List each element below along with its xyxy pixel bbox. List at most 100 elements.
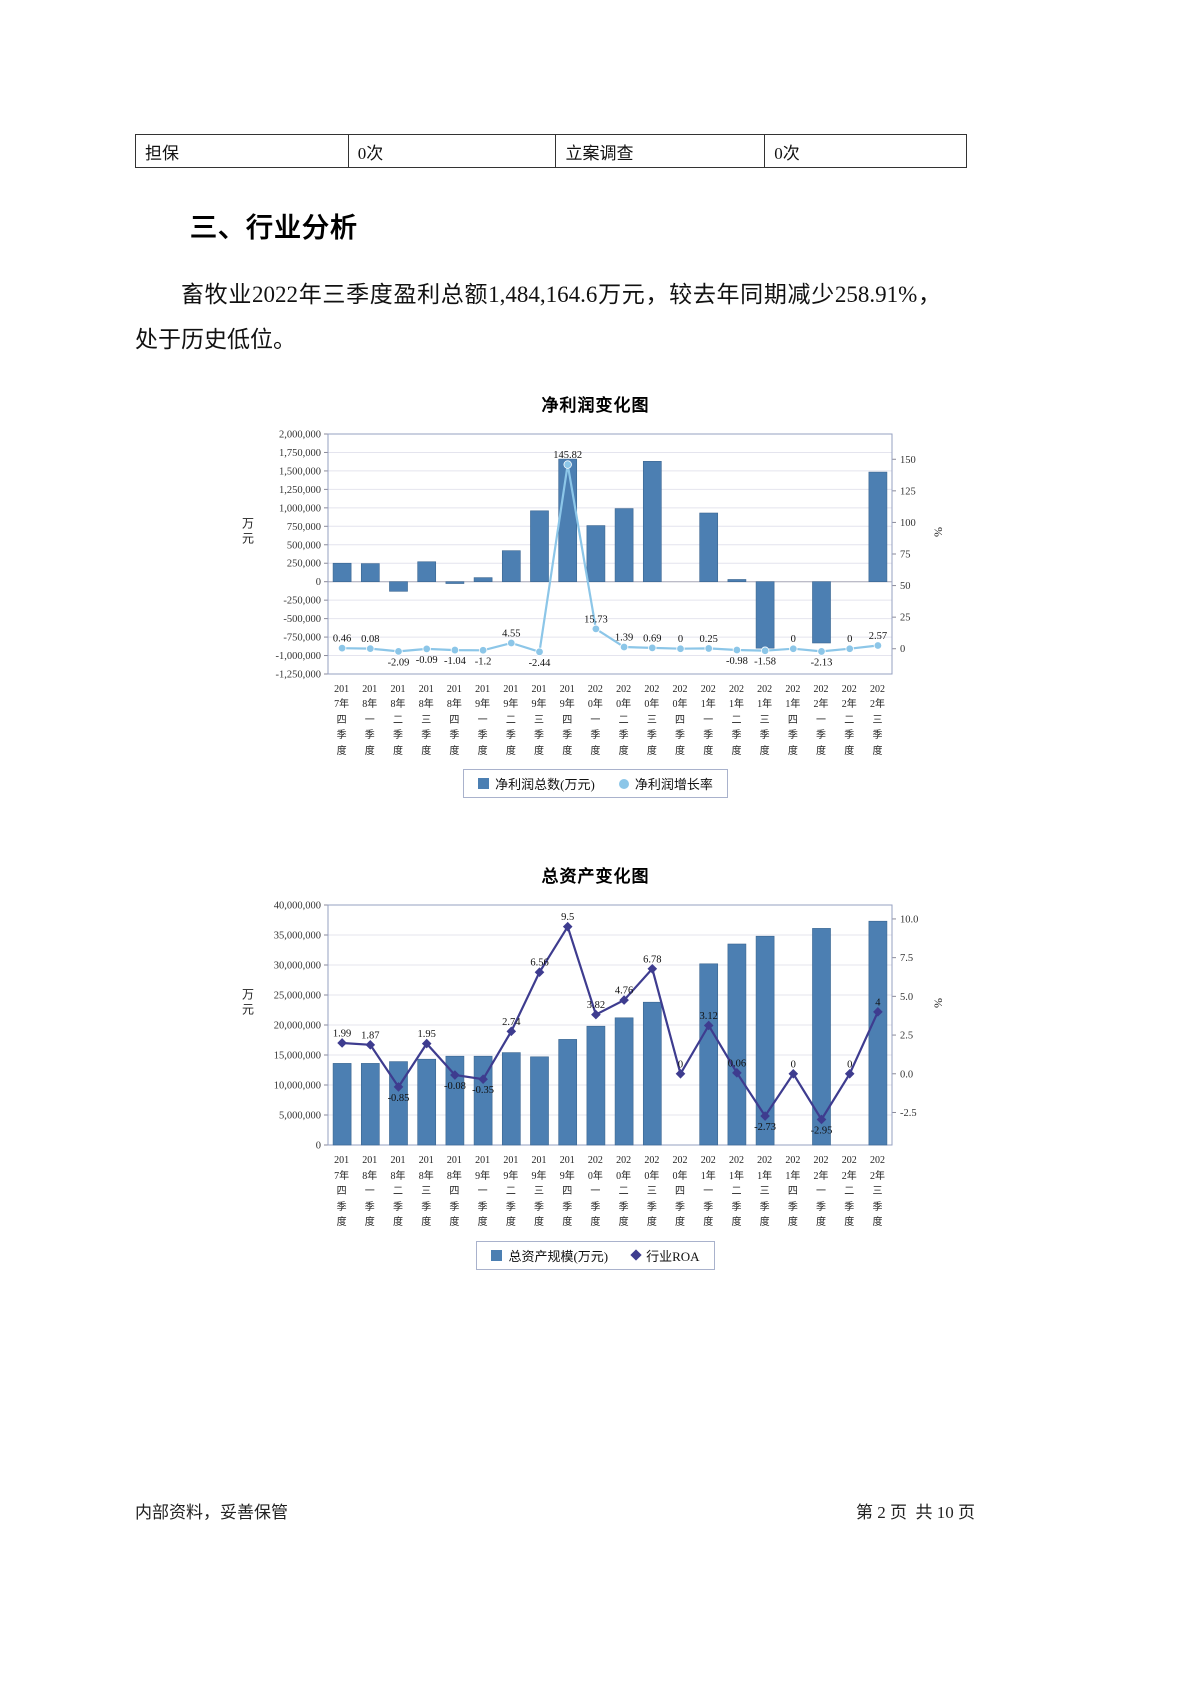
chart-legend: 净利润总数(万元) 净利润增长率 bbox=[463, 769, 728, 799]
bar bbox=[557, 1039, 577, 1146]
x-axis-label: 2022年三季度 bbox=[869, 1155, 885, 1229]
x-axis-slot: 2018年三季度 bbox=[412, 682, 440, 760]
plot-border bbox=[327, 904, 892, 1146]
bar bbox=[614, 1017, 633, 1146]
y-axis-tick-label: 15,000,000 bbox=[273, 1051, 320, 1062]
x-axis-slot: 2019年四季度 bbox=[553, 682, 581, 760]
y-axis-tick-label: 1,000,000 bbox=[279, 503, 321, 514]
y-axis-tick-label: -750,000 bbox=[283, 632, 321, 643]
right-axis-tick-label: 125 bbox=[900, 486, 916, 497]
x-axis-label: 2020年三季度 bbox=[644, 1155, 660, 1229]
data-label: 0.46 bbox=[332, 633, 350, 644]
x-axis-slot: 2019年二季度 bbox=[497, 682, 525, 760]
x-axis-slot: 2018年二季度 bbox=[384, 1153, 412, 1231]
x-axis-slot: 2021年三季度 bbox=[751, 1153, 779, 1231]
bar bbox=[360, 1063, 380, 1146]
legend-label: 净利润总数(万元) bbox=[495, 777, 595, 793]
legend-label: 行业ROA bbox=[646, 1248, 700, 1264]
bar bbox=[614, 507, 633, 582]
bar bbox=[473, 577, 492, 582]
x-axis-labels: 2017年四季度 2018年一季度 2018年二季度 2018年三季度 2018年四季度… bbox=[328, 682, 892, 760]
bar bbox=[529, 510, 549, 582]
x-axis-slot: 2019年四季度 bbox=[553, 1153, 581, 1231]
bar bbox=[868, 921, 887, 1146]
line-point bbox=[759, 1111, 770, 1122]
x-axis-slot: 2018年一季度 bbox=[356, 682, 384, 760]
data-label: 0.08 bbox=[361, 634, 379, 645]
right-axis-tick-label: -2.5 bbox=[900, 1108, 917, 1119]
x-axis-slot: 2021年三季度 bbox=[751, 682, 779, 760]
line-point bbox=[816, 1114, 826, 1125]
legend-line-marker-icon bbox=[618, 778, 629, 789]
x-axis-slot: 2020年四季度 bbox=[666, 1153, 694, 1231]
line-point bbox=[675, 644, 685, 653]
y-axis-tick-label: -1,250,000 bbox=[275, 669, 321, 680]
data-label: 1.99 bbox=[332, 1029, 350, 1040]
line-point bbox=[787, 1069, 798, 1079]
data-label: 1.95 bbox=[417, 1029, 435, 1040]
x-axis-slot: 2021年一季度 bbox=[694, 682, 722, 760]
data-label: 2.74 bbox=[502, 1017, 521, 1028]
data-label: 0 bbox=[790, 1059, 795, 1070]
line-point bbox=[450, 645, 459, 654]
y-axis-tick-label: 0 bbox=[315, 577, 320, 588]
x-axis-slot: 2021年一季度 bbox=[694, 1153, 722, 1231]
bar bbox=[755, 936, 774, 1146]
y-axis-tick-label: 30,000,000 bbox=[273, 961, 320, 972]
x-axis-label: 2021年四季度 bbox=[785, 1155, 801, 1229]
x-axis-label: 2018年二季度 bbox=[390, 1155, 406, 1229]
page-footer: 内部资料，妥善保管 第 2 页 共 10 页 bbox=[135, 1498, 975, 1523]
x-axis-label: 2019年四季度 bbox=[559, 683, 575, 757]
bar bbox=[755, 581, 774, 649]
x-axis-label: 2019年二季度 bbox=[503, 1155, 519, 1229]
x-axis-label: 2021年一季度 bbox=[700, 1155, 716, 1229]
line-point bbox=[788, 644, 797, 653]
y-axis-tick-label: 10,000,000 bbox=[273, 1081, 320, 1092]
x-axis-label: 2021年一季度 bbox=[700, 683, 716, 757]
bar bbox=[642, 1002, 662, 1146]
data-label: 0.06 bbox=[727, 1059, 745, 1070]
x-axis-slot: 2021年四季度 bbox=[779, 682, 807, 760]
x-axis-label: 2020年二季度 bbox=[616, 1155, 632, 1229]
line-point bbox=[534, 647, 544, 656]
net-profit-plot: -1,250,000 -1,000,000 -750,000 -500,000 -250… bbox=[275, 429, 916, 680]
legend-line-marker-icon bbox=[630, 1249, 642, 1261]
chart-area: 万元 -1,250,000 -1,000,000 -750,000 -500,000-… bbox=[241, 422, 946, 799]
line-series bbox=[341, 924, 879, 1122]
section-heading: 三、行业分析 bbox=[190, 213, 358, 243]
legend-label: 净利润增长率 bbox=[634, 777, 713, 793]
x-axis-slot: 2021年四季度 bbox=[779, 1153, 807, 1231]
x-axis-label: 2022年三季度 bbox=[869, 683, 885, 757]
cell-investigation-label: 立案调查 bbox=[555, 134, 766, 168]
x-axis-label: 2019年三季度 bbox=[531, 1155, 547, 1229]
x-axis-slot: 2017年四季度 bbox=[328, 682, 356, 760]
bar bbox=[388, 581, 408, 592]
data-label: 2.57 bbox=[868, 631, 886, 642]
bar bbox=[868, 471, 887, 582]
bar bbox=[811, 581, 831, 643]
x-axis-slot: 2022年一季度 bbox=[807, 682, 835, 760]
cell-guarantee-label: 担保 bbox=[135, 134, 349, 168]
x-axis-slot: 2020年一季度 bbox=[581, 1153, 609, 1231]
line-point bbox=[562, 922, 573, 932]
x-axis-labels: 2017年四季度 2018年一季度 2018年二季度 2018年三季度 2018年四季度… bbox=[328, 1153, 892, 1231]
x-axis-label: 2018年四季度 bbox=[446, 1155, 462, 1229]
x-axis-label: 2022年一季度 bbox=[813, 683, 829, 757]
x-axis-label: 2018年三季度 bbox=[418, 1155, 434, 1229]
x-axis-label: 2020年四季度 bbox=[672, 1155, 688, 1229]
data-label: 0 bbox=[847, 634, 852, 645]
x-axis-slot: 2018年二季度 bbox=[384, 682, 412, 760]
line-point bbox=[506, 638, 515, 647]
line-point bbox=[619, 642, 628, 651]
line-point bbox=[365, 644, 374, 653]
line-point bbox=[760, 646, 769, 655]
line-point bbox=[336, 1038, 347, 1048]
x-axis-slot: 2018年一季度 bbox=[356, 1153, 384, 1231]
right-axis-tick-label: 7.5 bbox=[900, 953, 913, 964]
right-axis-tick-label: 50 bbox=[900, 581, 911, 592]
x-axis-slot: 2017年四季度 bbox=[328, 1153, 356, 1231]
y-axis-tick-label: 0 bbox=[315, 1141, 320, 1152]
x-axis-label: 2018年三季度 bbox=[418, 683, 434, 757]
x-axis-label: 2019年一季度 bbox=[475, 1155, 491, 1229]
legend-item: 总资产规模(万元) bbox=[491, 1246, 608, 1265]
